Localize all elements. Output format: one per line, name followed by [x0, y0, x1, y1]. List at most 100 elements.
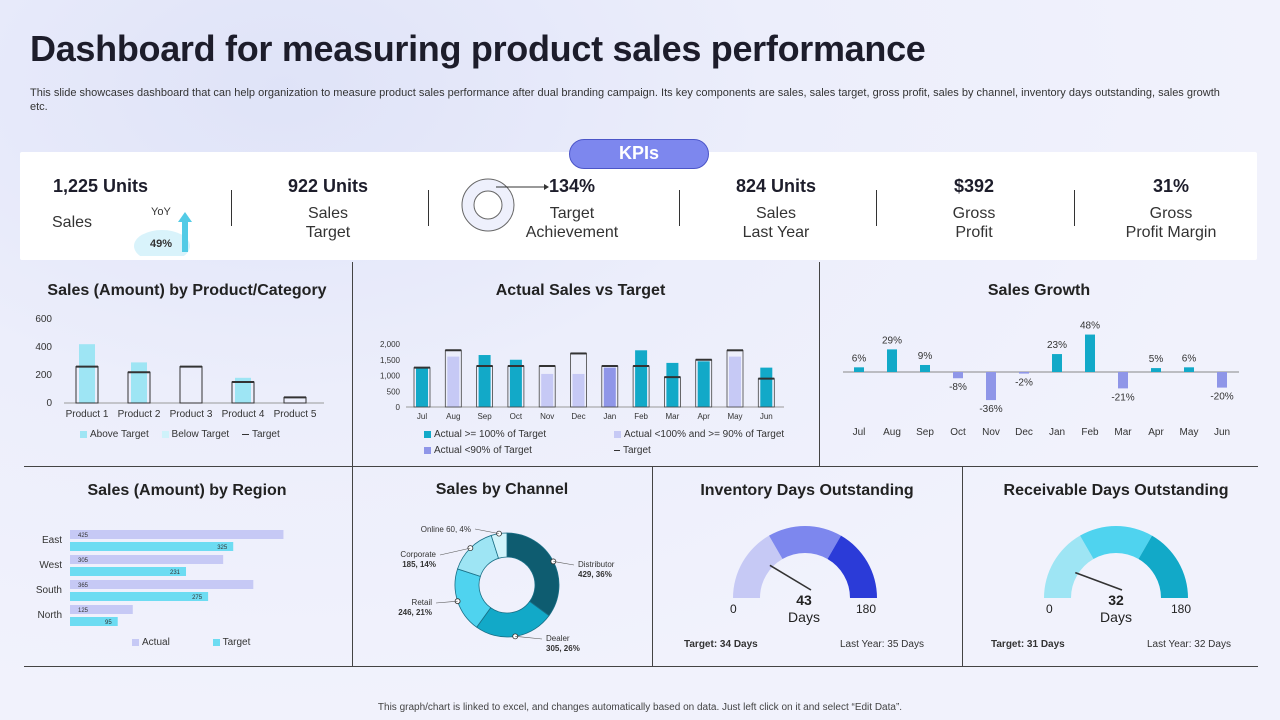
- legend-item: Below Target: [161, 429, 230, 440]
- kpi-sales-last-year: 824 Units Sales Last Year: [716, 176, 836, 242]
- kpi-sales-target-label-2: Target: [305, 224, 351, 241]
- x-tick-label: Jan: [603, 412, 616, 421]
- bar-target-outline: [179, 366, 203, 404]
- data-label: 5%: [1149, 354, 1164, 365]
- y-tick-label: 0: [46, 398, 52, 409]
- data-label: 48%: [1080, 321, 1100, 332]
- legend-label: Above Target: [90, 429, 149, 440]
- legend-swatch: [424, 446, 431, 454]
- legend-item: Actual: [132, 637, 170, 648]
- ring-inner: [473, 190, 503, 220]
- panel-title-channel: Sales by Channel: [435, 481, 569, 498]
- chart-product-category: 0 200 400 600 Product 1 Product 2 Product 3 Pro…: [35, 314, 324, 420]
- kpi-sales-target-value: 922 Units: [287, 176, 369, 196]
- slice-value: 246, 21%: [398, 608, 432, 617]
- y-tick-label: 600: [35, 314, 52, 325]
- growth-bar: [1118, 372, 1128, 389]
- data-label: 95: [105, 620, 112, 626]
- bar-actual: [70, 580, 254, 589]
- grid-divider: [352, 262, 353, 666]
- panel-title-sales-growth: Sales Growth: [987, 282, 1091, 299]
- x-tick-label: Nov: [982, 427, 1000, 438]
- legend-region: Actual Target: [132, 637, 250, 648]
- x-tick-label: Jun: [1214, 427, 1230, 438]
- bar-actual: [729, 356, 741, 407]
- data-label: 9%: [918, 351, 933, 362]
- legend-swatch: [212, 638, 220, 646]
- data-label: 6%: [852, 353, 867, 364]
- grid-divider: [652, 466, 653, 666]
- page-title: Dashboard for measuring product sales pe…: [30, 28, 926, 69]
- page-subtitle: This slide showcases dashboard that can …: [30, 87, 1220, 113]
- x-tick-label: May: [727, 412, 742, 421]
- legend-label: Actual <100% and >= 90% of Target: [624, 429, 785, 440]
- inventory-max: 180: [856, 602, 877, 616]
- legend-label: Target: [251, 429, 280, 440]
- chart-actual-vs-target: 0 500 1,000 1,500 2,000 Jul Aug Sep Oct Nov Dec Jan…: [380, 340, 784, 421]
- bar-actual: [635, 350, 648, 407]
- legend-swatch: [614, 449, 620, 451]
- category-label: South: [36, 585, 62, 596]
- data-label: 23%: [1047, 340, 1067, 351]
- receivable-max: 180: [1171, 602, 1192, 616]
- bar-target: [70, 592, 209, 601]
- gauge-needle: [1075, 571, 1123, 591]
- x-tick-label: Product 5: [274, 409, 317, 420]
- legend-actual-4: Target: [614, 445, 651, 456]
- bar-actual: [478, 355, 491, 407]
- panel-title-product-category: Sales (Amount) by Product/Category: [47, 282, 327, 299]
- gauge-segment: [1138, 535, 1188, 598]
- kpi-divider: [1074, 190, 1075, 226]
- kpi-target-achievement: 134% Target Achievement: [512, 176, 632, 242]
- x-tick-label: Jul: [853, 427, 866, 438]
- kpi-target-achievement-label-2: Achievement: [525, 224, 619, 241]
- bar-actual: [70, 605, 133, 614]
- bar-actual: [697, 361, 710, 407]
- grid-divider: [819, 262, 820, 466]
- data-label: 275: [192, 595, 203, 601]
- legend-swatch: [614, 430, 621, 438]
- kpi-gross-profit-value: $392: [953, 176, 995, 196]
- data-label: -2%: [1015, 378, 1033, 389]
- x-tick-label: Sep: [477, 412, 492, 421]
- slice-label: Online 60, 4%: [421, 525, 471, 534]
- data-label: -8%: [949, 382, 967, 393]
- kpi-sales-label: Sales: [52, 214, 93, 231]
- x-tick-label: Oct: [510, 412, 523, 421]
- slice-value: 305, 26%: [546, 644, 580, 653]
- yoy-arrow-shaft: [182, 220, 188, 252]
- x-tick-label: Aug: [883, 427, 901, 438]
- x-tick-label: Apr: [697, 412, 710, 421]
- legend-label: Below Target: [171, 429, 230, 440]
- category-label: West: [39, 560, 62, 571]
- growth-bar: [953, 372, 963, 379]
- legend-swatch: [132, 638, 139, 646]
- inventory-target: Target: 34 Days: [684, 639, 758, 650]
- ring-pointer-head: [544, 184, 549, 190]
- legend-product-category: Above Target Below Target Target: [80, 429, 280, 440]
- y-tick-label: 400: [35, 342, 52, 353]
- legend-label: Target: [222, 637, 251, 648]
- kpi-divider: [231, 190, 232, 226]
- gauge-segment: [733, 535, 783, 598]
- gauge-receivable: [1044, 526, 1188, 598]
- legend-swatch: [241, 433, 249, 435]
- bar-actual: [541, 373, 554, 407]
- bar-above-target: [131, 362, 147, 403]
- receivable-value: 32: [1108, 592, 1124, 608]
- yoy-arrow-head: [178, 212, 192, 222]
- x-tick-label: Aug: [446, 412, 460, 421]
- growth-bar: [1085, 334, 1095, 372]
- kpi-target-achievement-label-1: Target: [549, 205, 595, 222]
- x-tick-label: Mar: [1114, 427, 1132, 438]
- kpi-divider: [876, 190, 877, 226]
- data-label: 125: [78, 608, 89, 614]
- bar-above-target: [79, 344, 95, 403]
- y-tick-label: 200: [35, 370, 52, 381]
- inventory-min: 0: [730, 602, 737, 616]
- slice-value: 429, 36%: [578, 570, 612, 579]
- x-tick-label: Nov: [540, 412, 554, 421]
- bar-actual: [70, 530, 284, 539]
- kpi-divider: [428, 190, 429, 226]
